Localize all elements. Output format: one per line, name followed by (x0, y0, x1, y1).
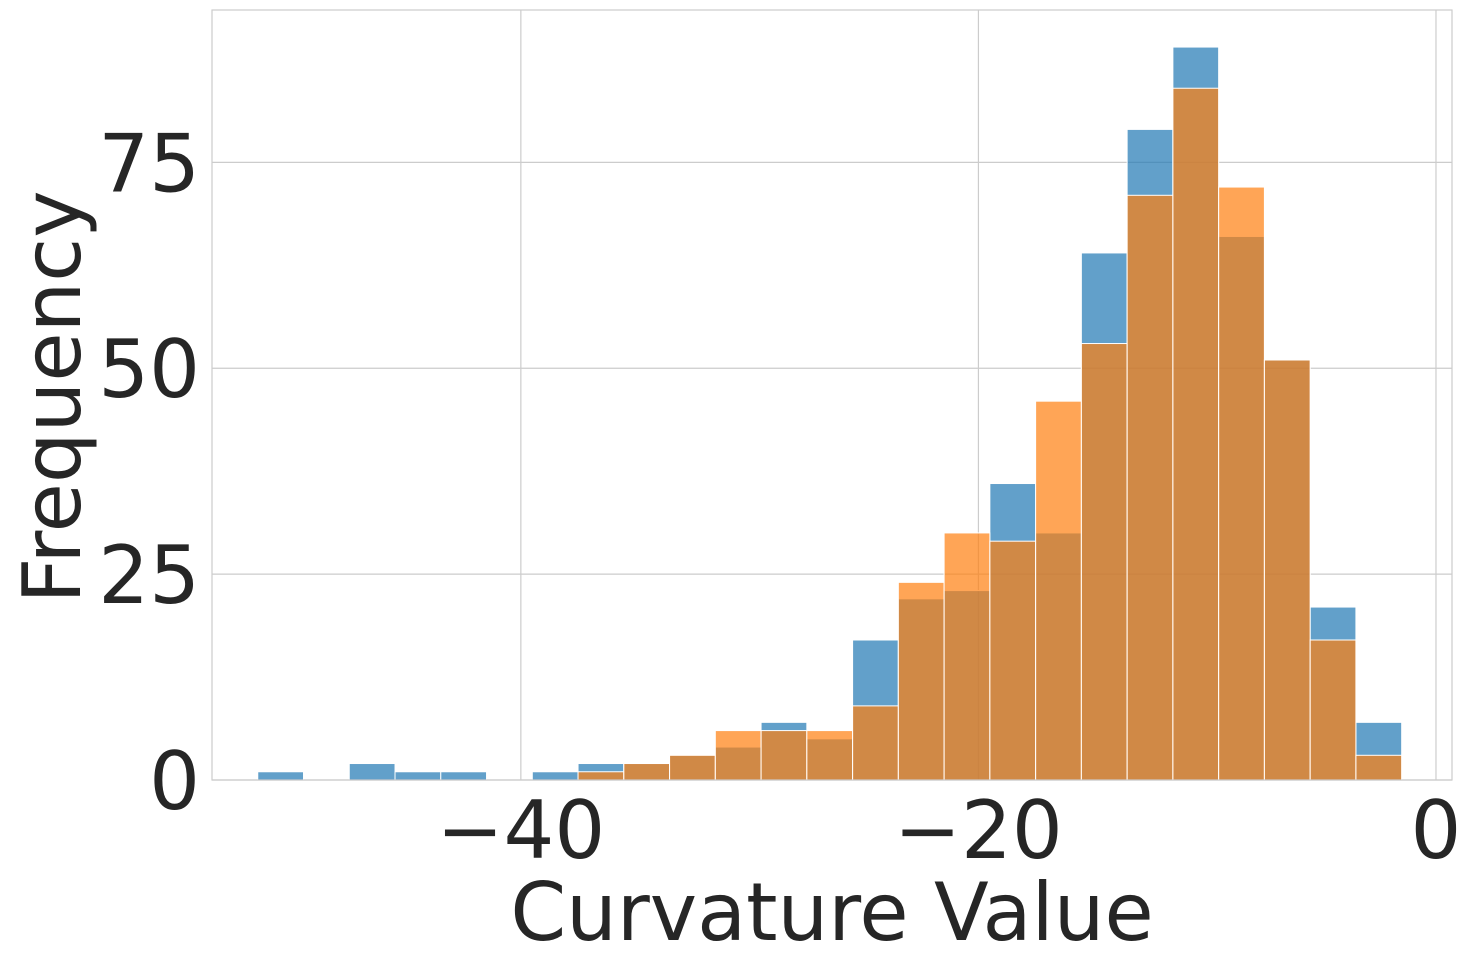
histogram-bar (577, 771, 625, 781)
histogram-bar (1355, 754, 1403, 781)
plot-frame (211, 9, 1453, 781)
x-tick-label: 0 (1411, 784, 1462, 877)
histogram-bar (806, 730, 854, 781)
y-tick-label: 0 (149, 735, 200, 828)
x-tick-labels: −40 −20 0 (436, 784, 1461, 877)
histogram-bar (1218, 186, 1265, 781)
histogram-bar (989, 540, 1037, 781)
histogram-bar (348, 763, 396, 781)
histogram-bar (714, 730, 762, 781)
histogram-bar (394, 771, 442, 781)
y-tick-label: 75 (98, 117, 200, 210)
histogram-bar (1263, 359, 1311, 781)
y-tick-label: 25 (98, 529, 200, 622)
histogram-bar (623, 763, 671, 781)
histogram-bar (1126, 194, 1174, 781)
histogram-bar (897, 581, 945, 781)
histogram-bar (760, 730, 808, 781)
x-axis-label: Curvature Value (510, 866, 1153, 959)
x-tick-label: −40 (436, 784, 605, 877)
histogram-bar (1309, 639, 1357, 781)
histogram-bar (257, 771, 305, 781)
y-axis-label: Frequency (6, 190, 99, 603)
y-tick-labels: 0 25 50 75 (98, 117, 200, 828)
histogram-bar (440, 771, 488, 781)
histogram-bars (257, 46, 1403, 781)
histogram-bar (531, 771, 579, 781)
histogram-bar (1172, 87, 1220, 781)
x-tick-label: −20 (894, 784, 1063, 877)
histogram-bar (669, 754, 716, 781)
histogram-bar (943, 532, 991, 781)
histogram-bar (1035, 400, 1082, 781)
histogram-bar (852, 705, 899, 781)
histogram-bar (1080, 343, 1128, 781)
y-tick-label: 50 (98, 323, 200, 416)
